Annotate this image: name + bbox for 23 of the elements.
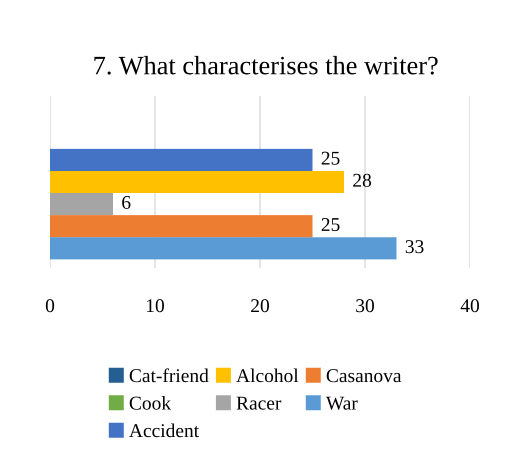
data-label: 33 <box>406 240 424 254</box>
legend-label: Casanova <box>326 369 402 382</box>
legend-label: Alcohol <box>236 368 298 382</box>
x-tick-label: 20 <box>251 299 269 312</box>
x-tick-label: 0 <box>46 299 54 312</box>
x-tick-label: 10 <box>146 299 164 312</box>
legend-label: War <box>326 396 358 410</box>
data-label: 25 <box>322 152 340 165</box>
data-label: 25 <box>322 218 340 232</box>
legend-label: Racer <box>236 396 282 410</box>
data-label: 6 <box>122 196 130 209</box>
x-tick-label: 40 <box>460 299 479 312</box>
legend-label: Cook <box>130 396 172 410</box>
bar <box>50 170 344 194</box>
data-label: 28 <box>353 174 372 187</box>
legend-label: Accident <box>129 424 199 438</box>
x-tick-label: 30 <box>356 299 374 312</box>
bar <box>50 148 312 171</box>
bar <box>50 215 312 238</box>
legend-label: Cat-friend <box>130 368 209 382</box>
chart-title: 7. What characterises the writer? <box>94 56 438 75</box>
bar <box>50 193 113 216</box>
bar <box>50 237 396 260</box>
